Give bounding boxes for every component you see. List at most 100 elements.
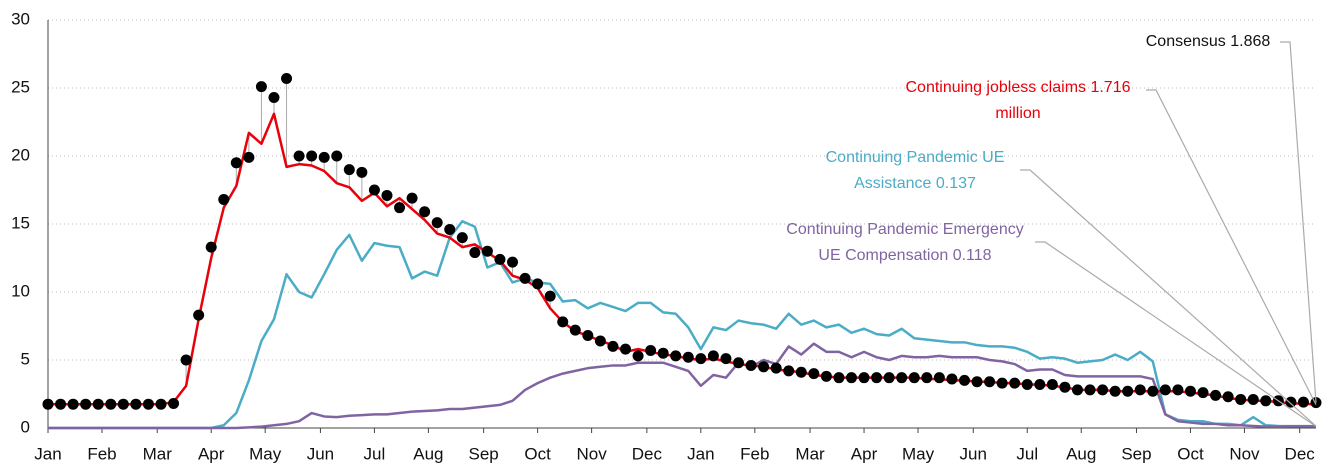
data-dot: [996, 377, 1008, 389]
x-tick-label: Jun: [960, 444, 987, 463]
data-dot: [394, 202, 406, 214]
series-line: [48, 220, 1317, 430]
data-dot: [406, 192, 418, 204]
data-dot: [921, 372, 933, 384]
data-dot: [507, 256, 519, 268]
data-dot: [1285, 396, 1297, 408]
data-dot: [293, 150, 305, 162]
data-dot: [695, 353, 707, 365]
data-dot: [218, 194, 230, 206]
annotation: million: [995, 105, 1040, 122]
data-dot: [1260, 395, 1272, 407]
x-tick-label: Mar: [795, 444, 825, 463]
data-dot: [1172, 384, 1184, 396]
x-tick-label: Oct: [524, 444, 551, 463]
data-dot: [871, 372, 883, 384]
data-dot: [896, 372, 908, 384]
data-dot: [1009, 377, 1021, 389]
data-dot: [431, 217, 443, 229]
data-dot: [883, 372, 895, 384]
data-dot: [1034, 378, 1046, 390]
x-tick-label: Jun: [307, 444, 334, 463]
x-tick-label: May: [902, 444, 935, 463]
x-tick-label: Aug: [413, 444, 443, 463]
data-dot: [682, 351, 694, 363]
data-dot: [481, 245, 493, 257]
data-dot: [758, 361, 770, 373]
data-dot: [1210, 389, 1222, 401]
data-dot: [745, 359, 757, 371]
data-dot: [607, 340, 619, 352]
data-dot: [1197, 387, 1209, 399]
data-dot: [105, 398, 117, 410]
data-dot: [1247, 393, 1259, 405]
data-dot: [833, 372, 845, 384]
x-tick-label: Apr: [198, 444, 225, 463]
data-dot: [42, 398, 54, 410]
data-dot: [80, 398, 92, 410]
data-dot: [732, 357, 744, 369]
data-dot: [808, 368, 820, 380]
data-dot: [205, 241, 217, 253]
data-dot: [770, 362, 782, 374]
data-dot: [1222, 391, 1234, 403]
data-dot: [908, 372, 920, 384]
data-dot: [569, 324, 581, 336]
x-tick-label: Jan: [687, 444, 714, 463]
x-tick-label: Feb: [87, 444, 116, 463]
data-dot: [657, 347, 669, 359]
x-tick-label: Jul: [364, 444, 386, 463]
x-tick-label: Jan: [34, 444, 61, 463]
data-dot: [958, 374, 970, 386]
x-tick-label: Sep: [469, 444, 499, 463]
data-dot: [155, 398, 167, 410]
data-dot: [1147, 385, 1159, 397]
x-tick-label: Apr: [851, 444, 878, 463]
data-dot: [381, 189, 393, 201]
x-tick-label: Sep: [1121, 444, 1151, 463]
x-tick-label: Dec: [1285, 444, 1316, 463]
data-dot: [557, 316, 569, 328]
x-tick-label: May: [249, 444, 282, 463]
data-dot: [532, 278, 544, 290]
y-tick-label: 25: [11, 77, 30, 96]
data-dot: [255, 81, 267, 93]
data-dot: [620, 343, 632, 355]
y-tick-label: 15: [11, 213, 30, 232]
data-dot: [984, 376, 996, 388]
annotation: Consensus 1.868: [1146, 33, 1271, 50]
data-dot: [820, 370, 832, 382]
data-dot: [230, 157, 242, 169]
annotation: Continuing Pandemic Emergency: [786, 221, 1023, 238]
leader-line: [1035, 241, 1317, 427]
annotation: Continuing Pandemic UE: [826, 149, 1005, 166]
data-dot: [117, 398, 129, 410]
data-dot: [331, 150, 343, 162]
data-dot: [1059, 381, 1071, 393]
x-tick-label: Nov: [576, 444, 607, 463]
annotation: Assistance 0.137: [854, 175, 976, 192]
data-dot: [168, 398, 180, 410]
data-dot: [1134, 384, 1146, 396]
y-tick-label: 30: [11, 9, 30, 28]
x-tick-label: Aug: [1066, 444, 1096, 463]
y-tick-label: 20: [11, 145, 30, 164]
data-dot: [243, 151, 255, 163]
data-dot: [281, 72, 293, 84]
x-tick-label: Oct: [1177, 444, 1204, 463]
data-dot: [494, 253, 506, 265]
data-dot: [444, 223, 456, 235]
data-dot: [368, 184, 380, 196]
data-dot: [1021, 378, 1033, 390]
data-dot: [1084, 384, 1096, 396]
data-dot: [858, 372, 870, 384]
data-dot: [1184, 385, 1196, 397]
data-dot: [1071, 384, 1083, 396]
data-dot: [469, 247, 481, 259]
data-dot: [193, 309, 205, 321]
data-dot: [971, 376, 983, 388]
data-dot: [419, 206, 431, 218]
data-dot: [795, 366, 807, 378]
y-tick-label: 5: [21, 349, 30, 368]
